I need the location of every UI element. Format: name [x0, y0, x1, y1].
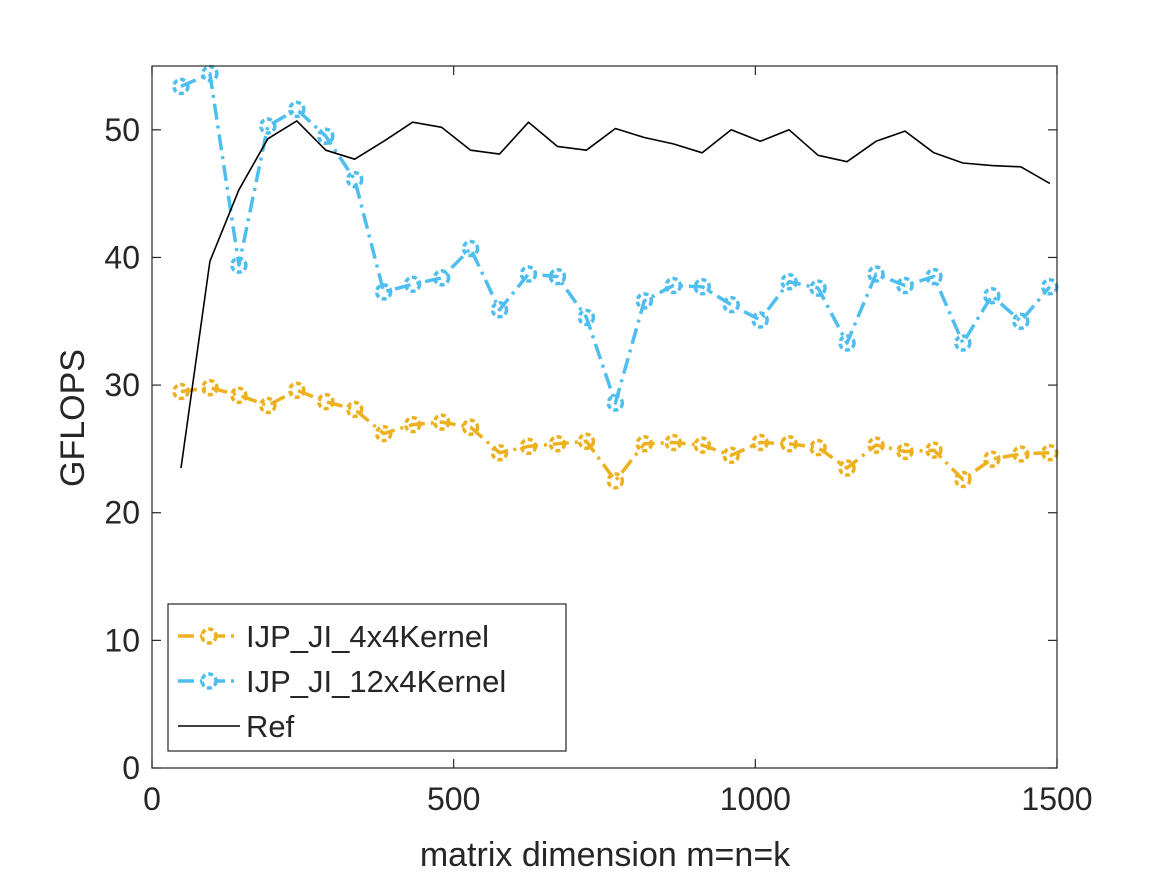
- data-point: [345, 400, 364, 419]
- x-axis-label: matrix dimension m=n=k: [420, 836, 791, 874]
- data-point: [432, 269, 451, 287]
- series-line-2: [180, 120, 1051, 469]
- series-2: [180, 120, 1051, 469]
- series-layer: [172, 64, 1059, 490]
- legend-item-2: Ref: [178, 709, 295, 744]
- data-point: [867, 436, 885, 454]
- data-point: [259, 117, 277, 135]
- legend-marker: [200, 672, 218, 690]
- x-tick-label: 1500: [1021, 781, 1092, 817]
- axes-layer: 0 500 1000 1500 0 10 20 30 40 50: [104, 65, 1093, 817]
- x-tick-label: 0: [143, 781, 161, 817]
- data-point: [780, 272, 798, 291]
- data-point: [374, 283, 393, 301]
- data-point: [548, 435, 567, 453]
- data-point: [490, 443, 509, 462]
- data-point: [983, 450, 1001, 468]
- data-point: [606, 394, 625, 412]
- legend-label: Ref: [246, 709, 295, 744]
- y-tick-label: 30: [104, 367, 140, 403]
- data-point: [635, 435, 654, 453]
- legend-item-1: IJP_JI_12x4Kernel: [178, 664, 506, 699]
- y-tick-label: 0: [122, 750, 140, 786]
- data-point: [664, 276, 683, 295]
- data-point: [201, 64, 219, 83]
- data-point: [751, 311, 769, 329]
- y-axis-label: GFLOPS: [54, 349, 92, 487]
- x-tick-label: 1000: [720, 781, 791, 817]
- data-point: [983, 286, 1001, 305]
- data-point: [259, 396, 277, 415]
- data-point: [201, 378, 219, 397]
- data-point: [838, 459, 856, 477]
- data-point: [317, 392, 335, 411]
- data-point: [172, 77, 190, 96]
- data-point: [548, 267, 567, 286]
- y-tick-label: 50: [104, 112, 140, 148]
- data-point: [954, 334, 972, 352]
- data-point: [635, 292, 654, 310]
- data-point: [722, 295, 740, 314]
- data-point: [925, 441, 943, 459]
- series-1: [172, 64, 1059, 412]
- data-point: [1012, 312, 1030, 331]
- data-point: [317, 127, 335, 145]
- y-tick-label: 10: [104, 622, 140, 658]
- data-point: [896, 276, 914, 295]
- data-point: [838, 334, 856, 352]
- data-point: [693, 436, 711, 454]
- data-point: [867, 265, 885, 283]
- y-tick-label: 20: [104, 495, 140, 531]
- x-tick-label: 500: [427, 781, 480, 817]
- series-0: [172, 378, 1059, 490]
- data-point: [519, 265, 538, 283]
- series-line-0: [180, 385, 1050, 483]
- data-point: [230, 256, 248, 274]
- data-point: [519, 437, 538, 456]
- legend: IJP_JI_4x4Kernel IJP_JI_12x4Kernel Ref: [167, 603, 567, 752]
- data-point: [288, 381, 306, 399]
- legend-item-0: IJP_JI_4x4Kernel: [178, 619, 489, 654]
- data-point: [374, 424, 393, 443]
- data-point: [577, 308, 596, 327]
- legend-marker: [200, 627, 218, 645]
- data-point: [606, 472, 625, 490]
- data-point: [809, 438, 827, 457]
- series-line-1: [180, 71, 1052, 405]
- data-point: [1012, 445, 1030, 463]
- axes-frame: [151, 65, 1058, 769]
- data-point: [751, 433, 769, 452]
- data-point: [461, 418, 480, 436]
- data-point: [693, 278, 711, 296]
- data-point: [345, 170, 364, 189]
- legend-label: IJP_JI_4x4Kernel: [246, 619, 489, 654]
- data-point: [432, 413, 451, 431]
- data-point: [809, 279, 827, 297]
- data-point: [954, 470, 972, 489]
- data-point: [403, 415, 422, 434]
- data-point: [288, 100, 306, 119]
- y-tick-label: 40: [104, 239, 140, 275]
- data-point: [780, 435, 798, 453]
- legend-label: IJP_JI_12x4Kernel: [246, 664, 506, 699]
- data-point: [896, 442, 914, 461]
- data-point: [490, 301, 509, 319]
- data-point: [925, 267, 943, 286]
- data-point: [577, 432, 596, 451]
- data-point: [722, 446, 740, 465]
- data-point: [403, 275, 422, 294]
- data-point: [664, 433, 683, 452]
- data-point: [461, 239, 480, 258]
- data-point: [230, 386, 248, 405]
- data-point: [172, 382, 190, 401]
